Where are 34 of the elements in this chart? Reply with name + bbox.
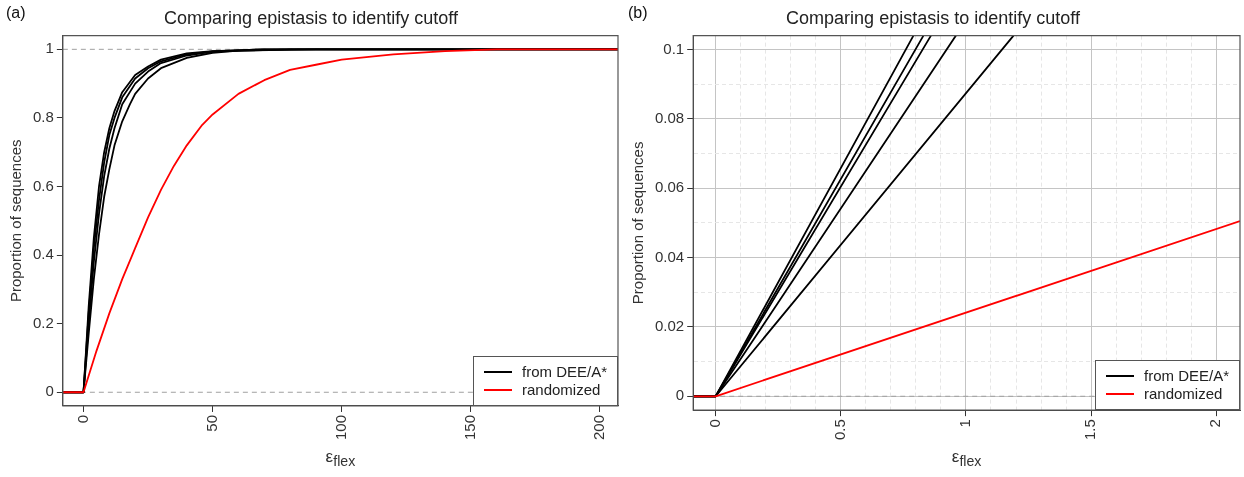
legend-label: randomized [521,380,601,399]
legend-label: randomized [1143,385,1223,404]
x-tick-label: 2 [1206,419,1224,428]
y-tick-label: 0 [45,382,54,400]
y-tick-label: 0.04 [654,247,685,265]
text: (a) [6,4,26,22]
y-axis-title: Proportion of sequences [629,141,647,305]
chart-title: Comparing epistasis to identify cutoff [786,7,1081,28]
x-axis-title: ε$_{flex}$ [951,447,982,470]
x-tick-label: 50 [202,414,220,432]
y-tick-label: 0.06 [654,178,685,196]
x-tick-label: 0 [73,414,91,424]
y-tick-label: 0.1 [663,39,685,57]
legend-label: from DEE/A* [521,362,607,381]
x-tick-label: 1.5 [1081,419,1099,441]
y-tick-label: 0.6 [32,176,54,194]
y-tick-label: 0 [675,386,685,404]
y-tick-label: 0.08 [654,108,685,126]
x-tick-label: 100 [331,414,349,440]
x-tick-label: 0 [705,419,723,428]
y-tick-label: 1 [45,39,54,57]
y-tick-label: 0.02 [654,317,685,335]
x-axis-title: ε$_{flex}$ [325,447,356,470]
x-tick-label: 0.5 [830,419,848,441]
y-axis-title: Proportion of sequences [7,139,25,303]
text: (b) [628,4,648,22]
x-tick-label: 200 [590,414,608,440]
chart-title: Comparing epistasis to identify cutoff [164,7,459,28]
x-tick-label: 150 [460,414,478,440]
x-tick-label: 1 [956,419,974,428]
y-tick-label: 0.2 [32,313,54,331]
y-tick-label: 0.8 [32,108,54,126]
legend-label: from DEE/A* [1143,367,1229,386]
y-tick-label: 0.4 [32,245,54,263]
